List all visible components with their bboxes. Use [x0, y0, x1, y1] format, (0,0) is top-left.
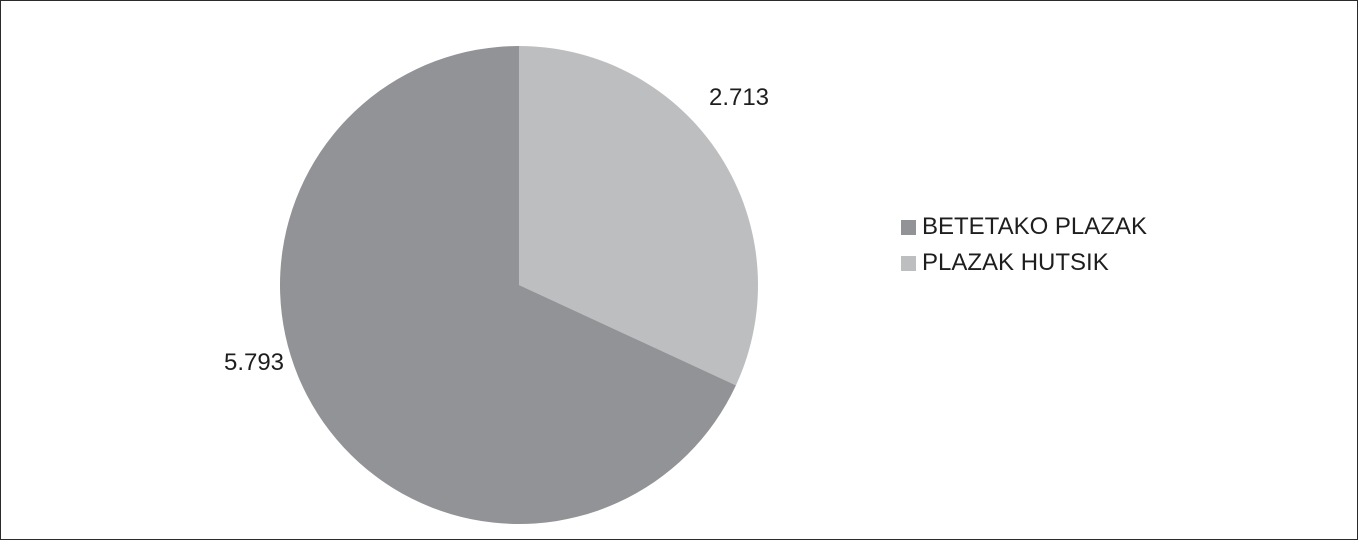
- legend-item-plazak-hutsik: PLAZAK HUTSIK: [901, 245, 1147, 281]
- legend-label-betetako-plazak: BETETAKO PLAZAK: [922, 213, 1147, 240]
- data-label-plazak-hutsik: 2.713: [709, 84, 769, 111]
- legend-item-betetako-plazak: BETETAKO PLAZAK: [901, 209, 1147, 245]
- pie-slice-plazak-hutsik: [519, 45, 758, 386]
- data-label-betetako-plazak: 5.793: [224, 349, 284, 376]
- pie-slice-betetako-plazak: [280, 46, 736, 524]
- legend-label-plazak-hutsik: PLAZAK HUTSIK: [922, 249, 1109, 276]
- legend-swatch-betetako-plazak: [901, 219, 916, 235]
- legend-swatch-plazak-hutsik: [901, 255, 916, 271]
- legend: BETETAKO PLAZAK PLAZAK HUTSIK: [901, 209, 1147, 281]
